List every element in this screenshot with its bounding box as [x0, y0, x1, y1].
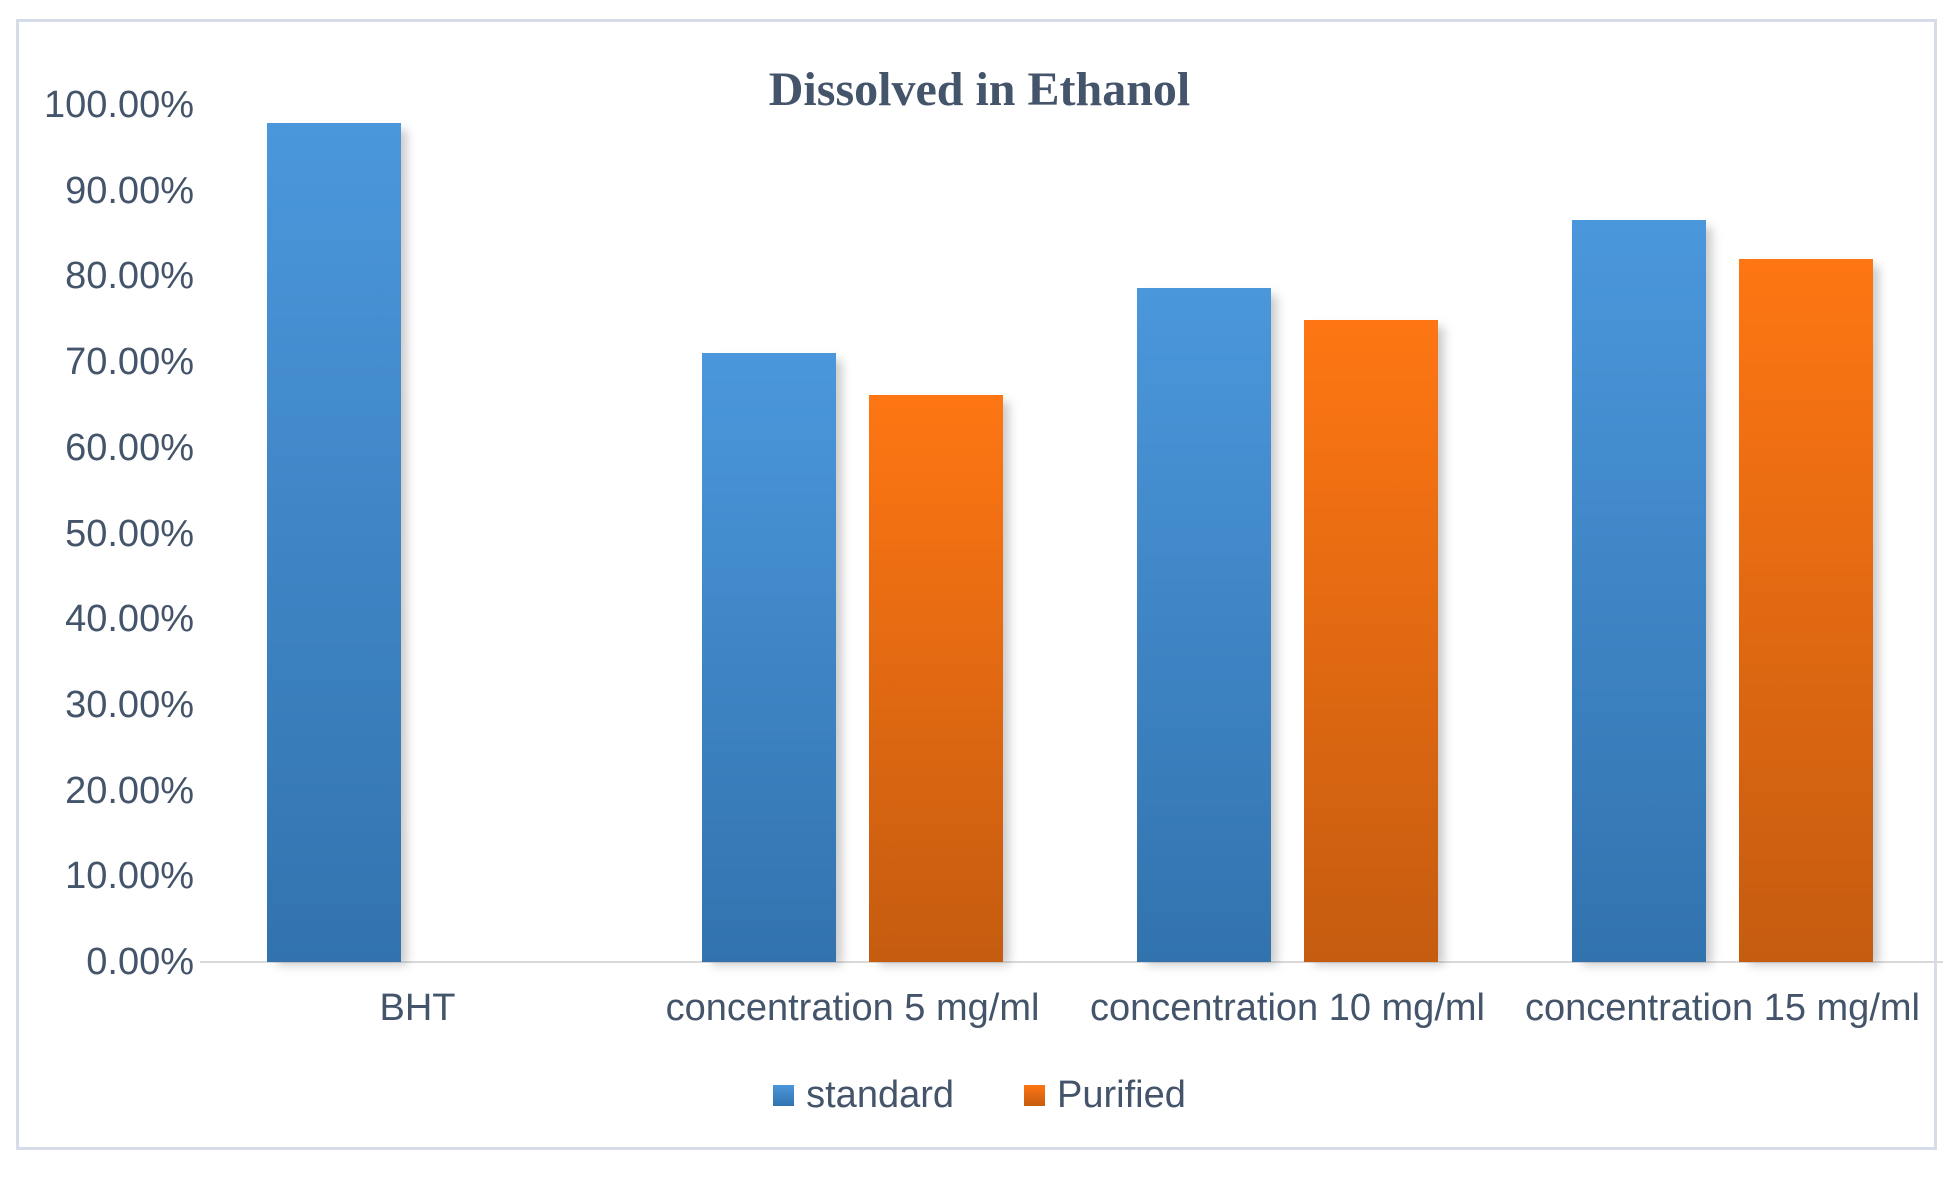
y-axis-tick-label: 80.00%	[65, 255, 194, 298]
y-axis-tick-label: 30.00%	[65, 683, 194, 726]
bar-purified-2	[869, 394, 1003, 962]
y-axis-tick-label: 70.00%	[65, 341, 194, 384]
x-axis-line	[200, 961, 1943, 963]
x-axis-category-label: concentration 5 mg/ml	[665, 987, 1040, 1029]
y-axis-tick-label: 20.00%	[65, 769, 194, 812]
bar-purified-4	[1739, 259, 1873, 962]
legend-item-standard: standard	[773, 1074, 954, 1117]
y-axis-tick-label: 90.00%	[65, 169, 194, 212]
bar-standard-3	[1137, 287, 1271, 962]
x-axis-category-label: concentration 10 mg/ml	[1090, 987, 1485, 1029]
bar-standard-2	[702, 352, 836, 962]
bar-purified-3	[1304, 320, 1438, 962]
y-axis-tick-label: 10.00%	[65, 855, 194, 898]
legend-item-purified: Purified	[1024, 1074, 1186, 1117]
bar-standard-4	[1572, 219, 1706, 962]
y-axis-tick-label: 100.00%	[43, 84, 194, 126]
legend: standard Purified	[19, 1074, 1940, 1117]
legend-label: standard	[806, 1074, 955, 1116]
legend-label: Purified	[1057, 1074, 1186, 1116]
chart-title: Dissolved in Ethanol	[768, 63, 1191, 116]
y-axis-tick-label: 40.00%	[65, 598, 194, 641]
y-axis-tick-label: 60.00%	[65, 426, 194, 469]
x-axis-category-label: concentration 15 mg/ml	[1525, 987, 1920, 1029]
legend-swatch-standard-icon	[773, 1085, 795, 1106]
y-axis-tick-label: 50.00%	[65, 512, 194, 555]
legend-swatch-purified-icon	[1024, 1085, 1046, 1106]
chart-frame: Dissolved in Ethanol 0.00% 10.00% 20.00% 30…	[16, 19, 1943, 1150]
y-axis-tick-label: 0.00%	[86, 941, 194, 983]
bar-standard-1	[267, 122, 401, 962]
x-axis-category-label: BHT	[379, 987, 456, 1029]
